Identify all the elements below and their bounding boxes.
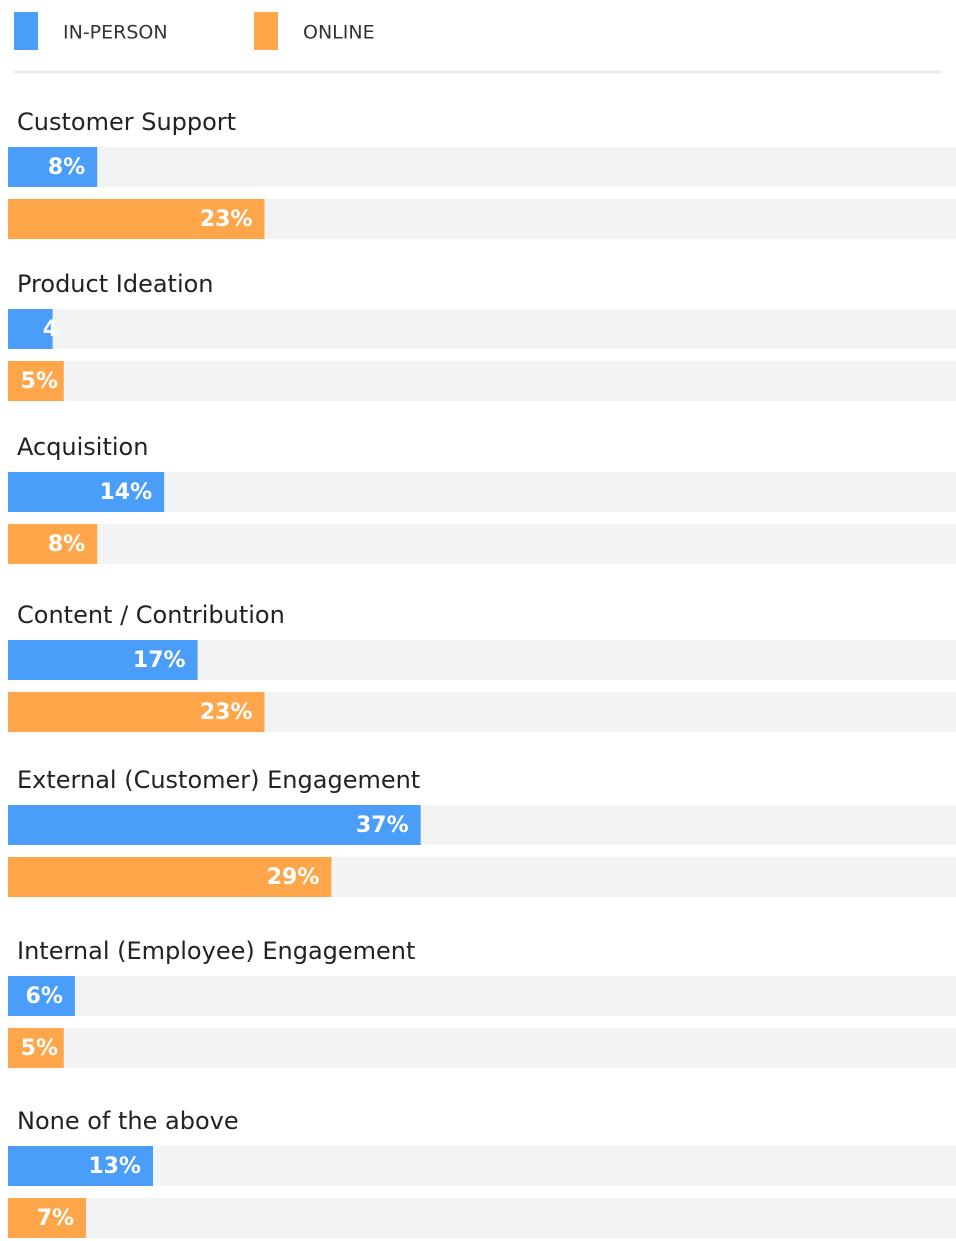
bar-track [8, 1028, 956, 1068]
bar-track [8, 361, 956, 401]
bar-track [8, 976, 956, 1016]
category-label: Acquisition [17, 433, 148, 461]
bar-track [8, 1198, 956, 1238]
category-label: Content / Contribution [17, 601, 285, 629]
bar [8, 361, 64, 401]
value-label: 17% [133, 648, 186, 673]
bar [8, 1198, 87, 1238]
category-label: Product Ideation [17, 270, 214, 298]
value-label: 6% [26, 984, 63, 1009]
legend-swatch [254, 12, 278, 50]
bar [8, 147, 98, 187]
value-label: 29% [267, 865, 320, 890]
bar [8, 805, 421, 845]
bar-track [8, 309, 956, 349]
bar-track [8, 1146, 956, 1186]
bar-track [8, 472, 956, 512]
value-label: 7% [37, 1206, 74, 1231]
bar [8, 524, 98, 564]
value-label: 5% [21, 369, 58, 394]
bar [8, 472, 165, 512]
value-label: 23% [200, 700, 253, 725]
bar [8, 1146, 153, 1186]
bar [8, 1028, 64, 1068]
value-label: 8% [48, 155, 85, 180]
bar [8, 199, 265, 239]
legend-label: ONLINE [303, 22, 375, 44]
bar [8, 857, 332, 897]
bar [8, 640, 198, 680]
value-label: 23% [200, 207, 253, 232]
category-label: Customer Support [17, 108, 236, 136]
category-label: External (Customer) Engagement [17, 766, 420, 794]
bar [8, 692, 265, 732]
value-label: 13% [88, 1154, 141, 1179]
value-label: 14% [99, 480, 152, 505]
bar-track [8, 524, 956, 564]
category-label: None of the above [17, 1107, 239, 1135]
value-label: 37% [356, 813, 409, 838]
legend-label: IN-PERSON [63, 22, 168, 44]
value-label: 8% [48, 532, 85, 557]
bar-track [8, 147, 956, 187]
bar [8, 976, 75, 1016]
category-label: Internal (Employee) Engagement [17, 937, 415, 965]
bar [8, 309, 53, 349]
value-label: 5% [21, 1036, 58, 1061]
legend-swatch [14, 12, 38, 50]
value-label: 4 [43, 317, 58, 342]
